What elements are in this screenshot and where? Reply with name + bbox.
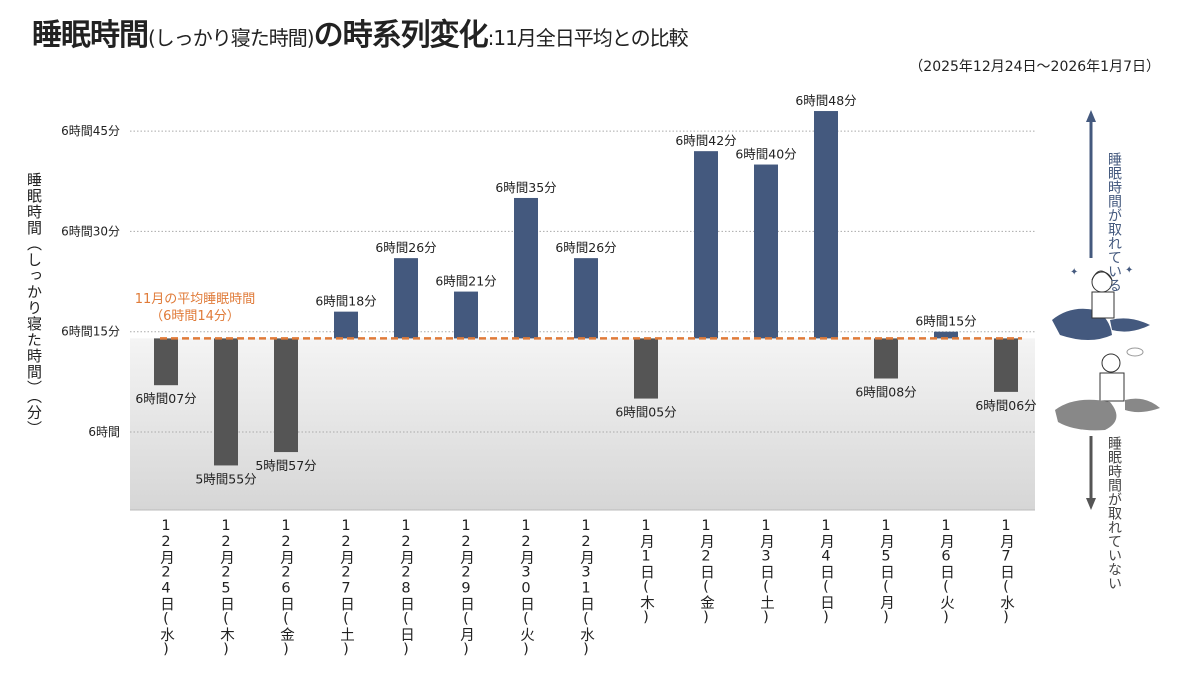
x-tick-label: 1月5日(月) (878, 518, 894, 626)
down-arrow-head-icon (1086, 498, 1096, 510)
x-tick-label: 1月4日(日) (818, 518, 834, 626)
chart-title: 睡眠時間(しっかり寝た時間)の時系列変化:11月全日平均との比較 (32, 18, 689, 53)
x-tick-label: 12月29日(月) (458, 518, 474, 658)
average-value-label: （6時間14分） (150, 309, 240, 324)
data-label: 6時間48分 (795, 93, 856, 108)
x-tick-label: 1月3日(土) (758, 518, 774, 626)
x-tick-label: 1月6日(火) (938, 518, 954, 626)
x-tick-label: 12月30日(火) (518, 518, 534, 658)
bar (574, 258, 598, 339)
bar (394, 258, 418, 339)
note-sleep-enough: 睡眠時間が取れている (1106, 152, 1122, 292)
note-sleep-not-enough: 睡眠時間が取れていない (1106, 436, 1122, 590)
bar (334, 311, 358, 339)
bar (814, 111, 838, 339)
data-label: 6時間05分 (615, 405, 676, 420)
bar (934, 331, 958, 339)
period-label: （2025年12月24日～2026年1月7日） (909, 59, 1160, 75)
data-label: 6時間42分 (675, 133, 736, 148)
up-arrow-head-icon (1086, 110, 1096, 122)
data-label: 6時間08分 (855, 385, 916, 400)
bar (514, 197, 538, 339)
bar (154, 338, 178, 386)
bar (634, 338, 658, 399)
average-label: 11月の平均睡眠時間 (135, 292, 256, 307)
bar (274, 338, 298, 453)
y-tick-label: 6時間15分 (61, 325, 120, 339)
bar (694, 151, 718, 339)
x-tick-label: 12月25日(木) (218, 518, 234, 658)
x-tick-label: 12月27日(土) (338, 518, 354, 658)
data-label: 6時間21分 (435, 274, 496, 289)
data-label: 6時間18分 (315, 294, 376, 309)
data-label: 6時間40分 (735, 147, 796, 162)
data-label: 5時間57分 (255, 458, 316, 473)
svg-text:✦: ✦ (1070, 267, 1078, 278)
x-tick-label: 12月26日(金) (278, 518, 294, 658)
below-average-zone (130, 338, 1035, 510)
y-axis-label: 睡眠時間（しっかり寝た時間）（分） (25, 172, 43, 437)
bar (214, 338, 238, 466)
x-tick-label: 1月2日(金) (698, 518, 714, 626)
data-label: 6時間26分 (375, 240, 436, 255)
bar (754, 164, 778, 339)
data-label: 6時間06分 (975, 398, 1036, 413)
x-tick-label: 1月1日(木) (638, 518, 654, 626)
data-label: 6時間35分 (495, 180, 556, 195)
data-label: 5時間55分 (195, 471, 256, 486)
data-label: 6時間26分 (555, 240, 616, 255)
data-label: 6時間15分 (915, 314, 976, 329)
y-tick-label: 6時間 (88, 425, 120, 439)
tired-person-icon (1055, 347, 1160, 431)
x-tick-label: 12月24日(水) (158, 518, 174, 658)
y-tick-label: 6時間30分 (61, 224, 120, 238)
x-tick-label: 1月7日(水) (998, 518, 1014, 626)
rested-person-icon: ✦ ✦ (1052, 265, 1150, 340)
bar (454, 291, 478, 339)
y-tick-label: 6時間45分 (61, 124, 120, 138)
bar (994, 338, 1018, 392)
bar (874, 338, 898, 379)
x-tick-label: 12月31日(水) (578, 518, 594, 658)
x-tick-label: 12月28日(日) (398, 518, 414, 658)
svg-text:✦: ✦ (1125, 265, 1133, 276)
data-label: 6時間07分 (135, 391, 196, 406)
